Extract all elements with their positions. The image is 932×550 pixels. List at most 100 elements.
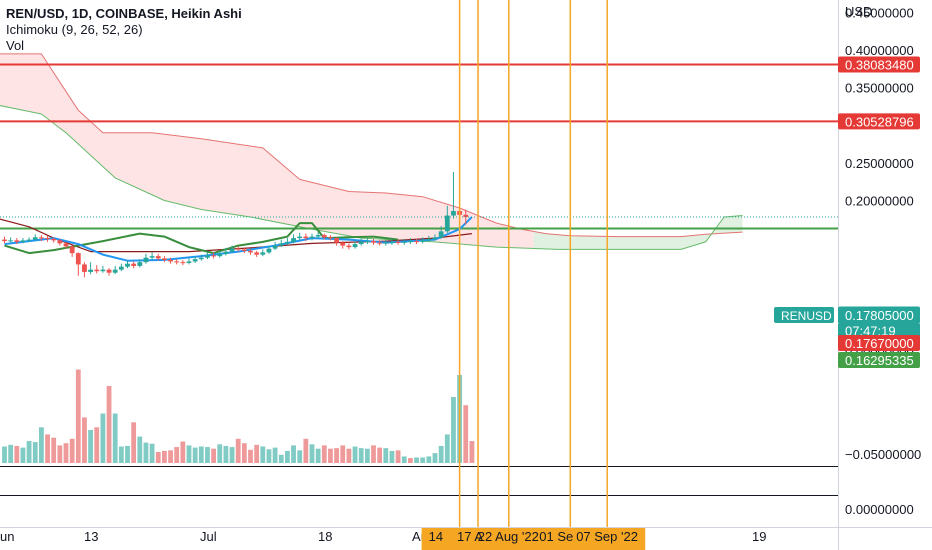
last-price-flag [838, 306, 920, 324]
indicator-label: Ichimoku (9, 26, 52, 26) [6, 22, 143, 37]
highlight-date-label: 17 A [457, 529, 483, 544]
volume-bar [51, 437, 57, 463]
volume-bar [432, 453, 438, 463]
volume-bar [14, 445, 20, 463]
price-flag-label: 0.17805000 [845, 308, 914, 323]
candle-body [223, 251, 229, 254]
volume-bar [32, 442, 38, 463]
candle-body [155, 256, 161, 259]
cloud-bearish [0, 53, 534, 249]
candle-body [426, 238, 432, 241]
senkou-span-a-line [0, 53, 743, 238]
volume-bar [94, 427, 100, 463]
volume-bar [395, 450, 401, 463]
highlight-date-label: 22 Aug '22 [478, 529, 539, 544]
candle-body [39, 237, 44, 239]
y-tick-label: 0.25000000 [845, 156, 914, 171]
x-tick-label: 13 [84, 529, 98, 544]
volume-bar [198, 446, 204, 463]
price-flag-label: 0.38083480 [845, 58, 914, 73]
x-tick-label: 19 [752, 529, 766, 544]
volume-bar [444, 434, 450, 463]
candle-body [334, 238, 339, 243]
candle-body [205, 255, 210, 258]
candle-body [229, 248, 235, 252]
candle-body [180, 262, 186, 264]
candle-body [377, 242, 383, 244]
candle-body [88, 269, 93, 272]
volume-bar [26, 441, 32, 463]
y-tick-label: 0.45000000 [845, 6, 914, 21]
candle-body [137, 262, 143, 266]
volume-bar [82, 417, 87, 463]
candle-body [32, 237, 38, 240]
date-highlight-band [421, 528, 646, 550]
highlight-date-label: 14 [429, 529, 443, 544]
candle-body [198, 257, 204, 260]
volume-bar [358, 448, 364, 463]
candle-body [297, 236, 303, 239]
volume-bar [285, 450, 290, 463]
support-price-flag [838, 352, 920, 368]
candle-body [266, 248, 272, 253]
candle-body [241, 249, 247, 251]
volume-bar [334, 448, 339, 463]
volume-bar [155, 452, 161, 463]
volume-bar [248, 449, 253, 463]
candle-body [285, 241, 290, 244]
price-flag-label: 0.17670000 [845, 336, 914, 351]
candle-body [8, 240, 14, 242]
candle-body [254, 252, 260, 255]
volume-bar [309, 444, 315, 463]
cloud-bullish [533, 215, 743, 250]
candle-body [106, 269, 112, 273]
candle-body [364, 241, 370, 243]
candle-body [69, 246, 75, 254]
volume-bar [321, 445, 327, 463]
volume-bar [57, 445, 63, 463]
volume-bar [328, 448, 333, 463]
candle-body [248, 250, 253, 253]
volume-bar [352, 446, 358, 463]
volume-bar [420, 457, 426, 463]
volume-bar [364, 448, 370, 463]
countdown-label: 07:47:19 [845, 324, 896, 339]
volume-bar [8, 444, 14, 463]
highlight-date-label: 01 Se [539, 529, 573, 544]
volume-bar [260, 446, 266, 463]
volume-bar [45, 434, 50, 463]
red-price-flag [838, 335, 920, 351]
candle-body [118, 266, 124, 270]
volume-bar [315, 448, 321, 463]
candle-body [168, 259, 173, 262]
volume-bar [463, 405, 469, 463]
volume-bar [2, 446, 7, 463]
candle-body [20, 240, 26, 242]
volume-bar [401, 456, 407, 463]
candle-body [383, 242, 389, 244]
candle-body [100, 269, 106, 272]
candle-body [328, 237, 333, 239]
candle-body [186, 261, 192, 263]
volume-bar [125, 445, 130, 463]
volume-bar [69, 438, 75, 463]
y-tick-label: 0.00000000 [845, 502, 914, 517]
candle-body [14, 240, 20, 242]
volume-bar [112, 413, 118, 463]
highlight-date-label: 07 Sep '22 [576, 529, 638, 544]
volume-bar [438, 445, 444, 463]
candle-body [260, 252, 266, 255]
price-axis-bg [838, 0, 932, 550]
candle-body [352, 244, 358, 248]
candle-body [51, 238, 57, 241]
volume-bar [149, 443, 155, 463]
volume-bar [371, 445, 376, 463]
candle-body [143, 257, 149, 263]
volume-bar [408, 458, 413, 463]
price-flag-label: 0.30528796 [845, 114, 914, 129]
volume-bar [186, 445, 192, 463]
candle-body [291, 238, 296, 242]
volume-bar [168, 450, 173, 463]
candle-body [174, 261, 180, 263]
